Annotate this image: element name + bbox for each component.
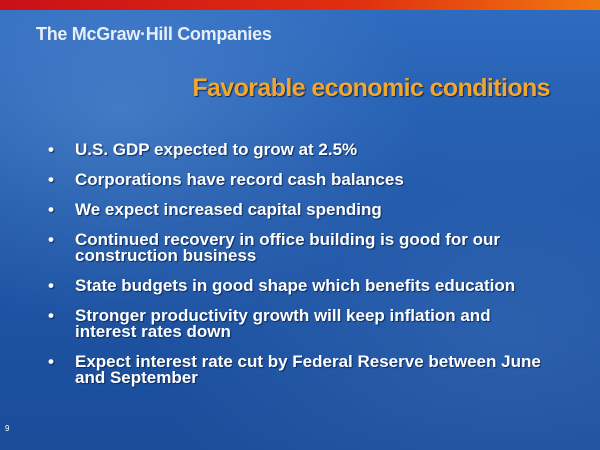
bullet-item: Stronger productivity growth will keep i… — [48, 307, 545, 340]
bullet-list: U.S. GDP expected to grow at 2.5% Corpora… — [48, 141, 545, 400]
top-bar — [0, 0, 600, 10]
bullet-item: We expect increased capital spending — [48, 201, 545, 218]
slide-title: Favorable economic conditions — [192, 74, 550, 102]
bullet-item: U.S. GDP expected to grow at 2.5% — [48, 141, 545, 158]
page-number: 9 — [5, 424, 10, 433]
logo: The McGraw·Hill Companies — [36, 24, 272, 44]
bullet-item: Expect interest rate cut by Federal Rese… — [48, 353, 545, 386]
bullet-item: State budgets in good shape which benefi… — [48, 277, 545, 294]
bullet-item: Continued recovery in office building is… — [48, 231, 545, 264]
bullet-item: Corporations have record cash balances — [48, 171, 545, 188]
